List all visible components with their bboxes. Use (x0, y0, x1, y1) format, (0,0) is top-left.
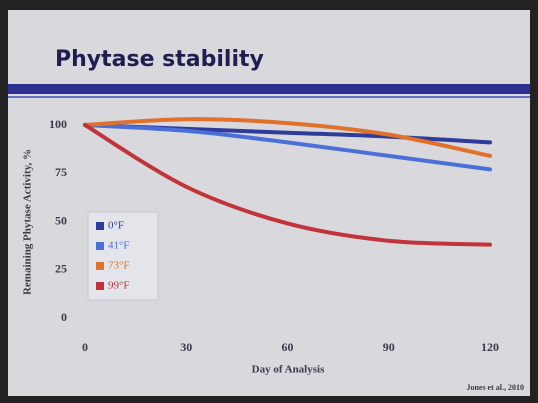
legend-label: 41°F (108, 240, 130, 252)
chart-title: Phytase stability (55, 47, 264, 72)
y-tick-label: 0 (61, 310, 67, 324)
legend-label: 0°F (108, 220, 124, 232)
x-tick-label: 60 (282, 340, 294, 354)
title-bar (8, 84, 530, 94)
slide: Phytase stability Day of Analysis Remain… (0, 0, 538, 403)
legend-swatch (96, 282, 104, 290)
y-tick-label: 75 (55, 165, 67, 179)
legend-swatch (96, 222, 104, 230)
y-tick-label: 25 (55, 262, 67, 276)
source-note: Jones et al., 2010 (466, 383, 524, 392)
legend-label: 73°F (108, 260, 130, 272)
legend-label: 99°F (108, 280, 130, 292)
x-axis-label: Day of Analysis (252, 364, 325, 376)
legend-swatch (96, 242, 104, 250)
y-tick-label: 100 (49, 117, 67, 131)
y-axis-label: Remaining Phytase Activity, % (22, 149, 34, 295)
y-tick-label: 50 (55, 213, 67, 227)
x-tick-label: 0 (82, 340, 88, 354)
x-tick-label: 120 (481, 340, 499, 354)
x-tick-label: 90 (383, 340, 395, 354)
title-rule (8, 96, 530, 98)
x-tick-label: 30 (180, 340, 192, 354)
legend-swatch (96, 262, 104, 270)
